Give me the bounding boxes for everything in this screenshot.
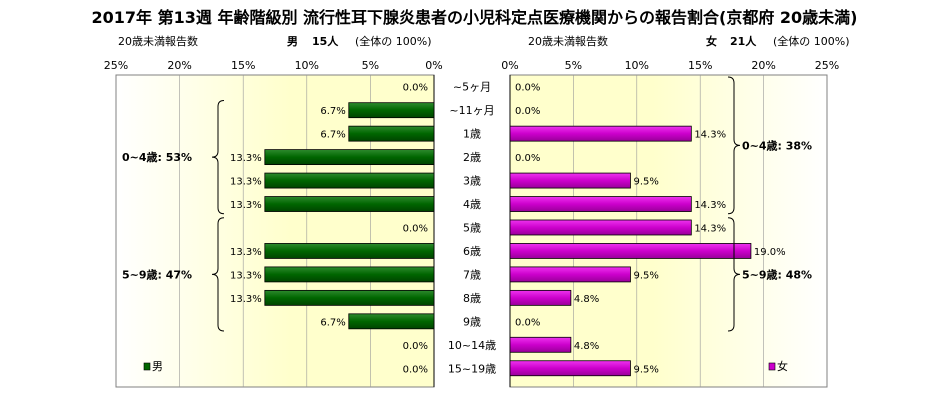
legend-label-female: 女 <box>777 359 788 373</box>
chart-title: 2017年 第13週 年齢階級別 流行性耳下腺炎患者の小児科定点医療機関からの報… <box>91 8 858 27</box>
male-bar <box>348 102 435 119</box>
category-label: 10~14歳 <box>448 339 496 352</box>
female-value-label: 19.0% <box>754 247 786 258</box>
group-label-right: 5~9歳: 48% <box>742 267 812 281</box>
tick-label-left: 25% <box>104 59 128 72</box>
left-plot-area <box>115 74 435 388</box>
category-label: 4歳 <box>463 198 481 211</box>
group-brace-left <box>211 217 225 332</box>
left-count: 15人 <box>312 35 339 48</box>
category-label: 1歳 <box>463 128 481 141</box>
female-bar <box>509 219 692 236</box>
age-group-annotations: 0~4歳: 53% 5~9歳: 47% 0~4歳: 38% 5~9歳: 48% <box>122 76 812 332</box>
female-bar <box>509 172 631 189</box>
female-value-label: 0.0% <box>515 153 540 164</box>
female-value-label: 4.8% <box>574 341 599 352</box>
male-value-label: 0.0% <box>403 364 428 375</box>
male-value-label: 6.7% <box>320 106 345 117</box>
male-bar <box>348 313 435 330</box>
female-bar <box>509 266 631 283</box>
value-labels: 0.0% 0.0% 6.7% 0.0% 6.7% 14.3% 13.3% 0.0% 13.3% 9… <box>230 83 786 376</box>
male-bar <box>264 243 435 259</box>
category-label: 15~19歳 <box>448 362 496 375</box>
category-label: ~5ヶ月 <box>453 81 491 94</box>
male-value-label: 6.7% <box>320 130 345 141</box>
tick-label-right: 25% <box>815 59 839 72</box>
male-value-label: 0.0% <box>403 223 428 234</box>
group-brace-right <box>727 76 741 215</box>
group-label-right: 0~4歳: 38% <box>742 138 812 152</box>
male-value-label: 6.7% <box>320 317 345 328</box>
tick-label-right: 20% <box>751 59 775 72</box>
tick-label-right: 15% <box>688 59 712 72</box>
female-value-label: 9.5% <box>633 270 658 281</box>
female-bar <box>509 336 572 353</box>
male-bar <box>348 125 435 142</box>
female-bar <box>509 196 692 212</box>
left-report-label: 20歳未満報告数 <box>118 35 198 48</box>
male-bar <box>264 196 435 212</box>
male-value-label: 13.3% <box>230 270 262 281</box>
category-label: ~11ヶ月 <box>449 104 494 117</box>
category-label: 2歳 <box>463 151 481 164</box>
right-report-label: 20歳未満報告数 <box>528 35 608 48</box>
group-label-left: 5~9歳: 47% <box>122 267 192 281</box>
legend-swatch-male <box>143 362 151 371</box>
category-label: 5歳 <box>463 221 481 234</box>
legend-swatch-female <box>768 362 776 371</box>
tick-label-left: 5% <box>362 59 379 72</box>
female-value-label: 14.3% <box>694 223 726 234</box>
female-value-label: 14.3% <box>694 200 726 211</box>
group-brace-right <box>727 217 741 332</box>
right-total: (全体の 100%) <box>773 35 850 48</box>
left-sex-label: 男 <box>287 35 298 48</box>
female-bar <box>509 243 752 259</box>
male-value-label: 0.0% <box>403 83 428 94</box>
male-bar <box>264 266 435 283</box>
category-label: 8歳 <box>463 292 481 305</box>
tick-label-left: 0% <box>425 59 442 72</box>
female-value-label: 9.5% <box>633 364 658 375</box>
tick-label-left: 20% <box>167 59 191 72</box>
male-value-label: 13.3% <box>230 177 262 188</box>
tick-label-left: 15% <box>231 59 255 72</box>
legend-label-male: 男 <box>152 360 163 373</box>
male-value-label: 13.3% <box>230 247 262 258</box>
tick-label-right: 0% <box>501 59 518 72</box>
female-value-label: 9.5% <box>633 177 658 188</box>
female-value-label: 0.0% <box>515 106 540 117</box>
category-labels: ~5ヶ月 ~11ヶ月 1歳 2歳 3歳 4歳 5歳 6歳 7歳 8歳 9歳 10~14歳 15~19歳 <box>448 81 496 376</box>
category-label: 3歳 <box>463 175 481 188</box>
tick-labels: 0% 0% 5% 5% 10% 10% 15% 15% 20% 20% 25% 25% <box>104 59 839 72</box>
female-bar <box>509 125 692 142</box>
female-value-label: 4.8% <box>574 294 599 305</box>
male-bar <box>264 289 435 306</box>
male-value-label: 13.3% <box>230 200 262 211</box>
category-label: 7歳 <box>463 268 481 281</box>
category-label: 6歳 <box>463 245 481 258</box>
group-brace-left <box>211 99 225 215</box>
male-value-label: 13.3% <box>230 153 262 164</box>
category-label: 9歳 <box>463 315 481 328</box>
female-value-label: 0.0% <box>515 83 540 94</box>
male-value-label: 13.3% <box>230 294 262 305</box>
group-label-left: 0~4歳: 53% <box>122 150 192 164</box>
female-value-label: 14.3% <box>694 130 726 141</box>
right-count: 21人 <box>730 35 757 48</box>
tick-label-left: 10% <box>295 59 319 72</box>
tick-label-right: 5% <box>565 59 582 72</box>
male-value-label: 0.0% <box>403 341 428 352</box>
female-bar <box>509 360 631 377</box>
tick-label-right: 10% <box>625 59 649 72</box>
bars <box>264 102 752 377</box>
female-bar <box>509 289 572 306</box>
legend: 男女 <box>143 359 788 373</box>
male-bar <box>264 149 435 166</box>
left-total: (全体の 100%) <box>355 35 432 48</box>
right-sex-label: 女 <box>706 35 717 48</box>
male-bar <box>264 172 435 189</box>
female-value-label: 0.0% <box>515 317 540 328</box>
